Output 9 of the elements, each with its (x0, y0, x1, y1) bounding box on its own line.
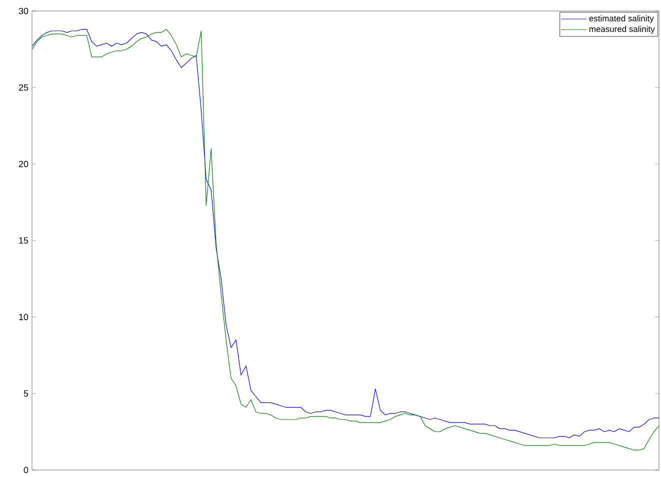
y-tick-label: 15 (19, 237, 28, 244)
y-tick-label: 0 (24, 466, 28, 474)
y-tick-label: 25 (18, 84, 28, 91)
y-tick-label: 20 (18, 160, 28, 168)
y-tick-label: 10 (19, 314, 28, 320)
y-tick-label: 5 (24, 390, 28, 397)
legend-label: estimated salinity (589, 15, 654, 24)
y-tick-label: 30 (18, 8, 28, 14)
legend-label: measured salinity (589, 26, 655, 34)
